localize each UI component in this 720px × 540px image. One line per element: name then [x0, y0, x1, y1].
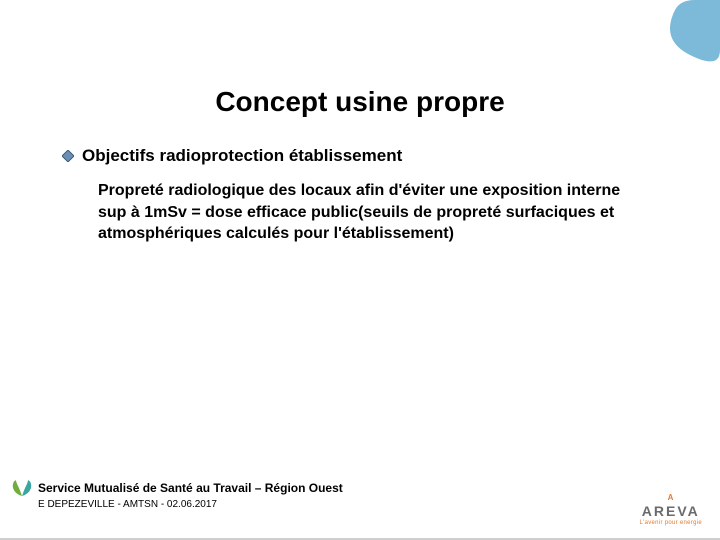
areva-tagline: L'avenir pour energie [640, 520, 702, 526]
diamond-bullet-icon [62, 150, 74, 162]
bullet-heading: Objectifs radioprotection établissement [82, 146, 402, 166]
bullet-row: Objectifs radioprotection établissement [62, 146, 660, 166]
areva-mark: A [640, 493, 702, 502]
corner-decoration [650, 0, 720, 70]
slide-title: Concept usine propre [0, 86, 720, 118]
footer-author-date: E DEPEZEVILLE - AMTSN - 02.06.2017 [38, 499, 343, 510]
footer-org: Service Mutualisé de Santé au Travail – … [38, 481, 343, 495]
health-service-logo-icon [10, 476, 34, 498]
bullet-body-text: Propreté radiologique des locaux afin d'… [98, 180, 650, 245]
areva-logo: A AREVA L'avenir pour energie [640, 493, 702, 526]
footer: Service Mutualisé de Santé au Travail – … [38, 481, 343, 510]
areva-name: AREVA [640, 504, 702, 518]
content-area: Objectifs radioprotection établissement … [62, 146, 660, 245]
